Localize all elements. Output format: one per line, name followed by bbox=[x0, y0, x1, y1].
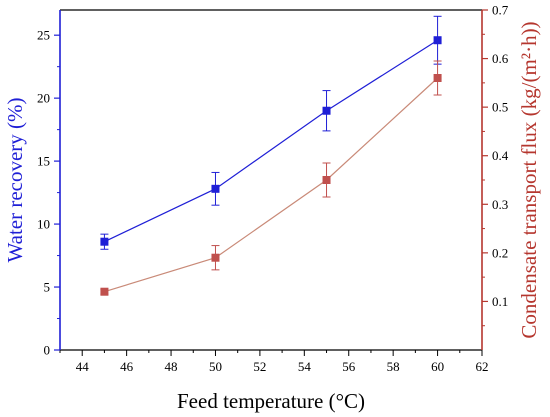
series-right-line bbox=[104, 77, 438, 293]
y-right-tick-label: 0.3 bbox=[492, 197, 508, 212]
x-tick-label: 58 bbox=[387, 359, 400, 374]
x-axis-title: Feed temperature (°C) bbox=[177, 389, 365, 413]
y-right-tick-label: 0.7 bbox=[492, 3, 509, 18]
y-right-tick-label: 0.4 bbox=[492, 148, 509, 163]
x-tick-label: 46 bbox=[120, 359, 134, 374]
y-left-tick-label: 0 bbox=[44, 343, 51, 358]
series-layer bbox=[100, 15, 442, 296]
y-right-tick-label: 0.1 bbox=[492, 294, 508, 309]
y-right-tick-label: 0.6 bbox=[492, 51, 509, 66]
x-tick-label: 44 bbox=[76, 359, 90, 374]
data-point-marker bbox=[211, 253, 220, 262]
y-ticks-right: 0.1 0.2 0.3 0.4 0.5 0.6 0.7 bbox=[482, 3, 509, 327]
data-point-marker bbox=[100, 237, 109, 246]
plot-frame bbox=[59, 9, 483, 351]
data-point-marker bbox=[433, 74, 442, 82]
x-tick-label: 48 bbox=[165, 359, 178, 374]
data-point-marker bbox=[322, 176, 331, 184]
data-point-marker bbox=[433, 36, 442, 45]
y-ticks-left: 0 5 10 15 20 25 bbox=[37, 28, 60, 358]
y-axis-right-title: Condensate transport flux (kg/(m²·h)) bbox=[517, 21, 541, 338]
y-left-tick-label: 25 bbox=[37, 28, 50, 43]
y-left-tick-label: 5 bbox=[44, 280, 51, 295]
y-axis-left-title: Water recovery (%) bbox=[3, 97, 27, 262]
y-right-tick-label: 0.5 bbox=[492, 100, 508, 115]
series-left-line bbox=[104, 39, 438, 243]
data-point-marker bbox=[211, 184, 220, 193]
data-point-marker bbox=[322, 106, 331, 115]
x-tick-label: 50 bbox=[209, 359, 222, 374]
data-point-marker bbox=[100, 287, 109, 296]
x-tick-label: 60 bbox=[431, 359, 444, 374]
y-left-tick-label: 15 bbox=[37, 154, 50, 169]
x-tick-label: 52 bbox=[253, 359, 266, 374]
x-tick-label: 56 bbox=[342, 359, 356, 374]
y-left-tick-label: 20 bbox=[37, 91, 50, 106]
x-tick-label: 54 bbox=[298, 359, 312, 374]
y-right-tick-label: 0.2 bbox=[492, 245, 508, 260]
y-left-tick-label: 10 bbox=[37, 217, 50, 232]
x-ticks: 44 46 48 50 52 54 56 58 60 62 bbox=[59, 350, 489, 374]
x-tick-label: 62 bbox=[476, 359, 489, 374]
